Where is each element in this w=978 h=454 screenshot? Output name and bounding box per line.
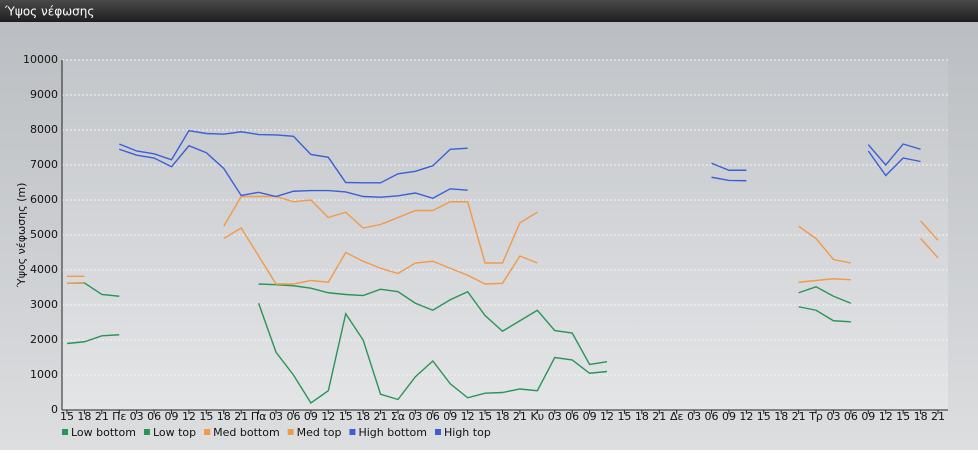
chart-title: Ύψος νέφωσης <box>4 5 94 19</box>
legend-label: Med bottom <box>213 426 280 439</box>
x-tick-label: 06 <box>844 410 858 423</box>
legend-swatch <box>143 429 150 435</box>
y-tick-label: 9000 <box>30 88 58 101</box>
x-tick-label: Σα <box>391 410 405 423</box>
legend-label: High bottom <box>358 426 427 439</box>
y-tick-label: 6000 <box>30 193 58 206</box>
x-tick-label: 21 <box>374 410 388 423</box>
x-tick-label: 09 <box>861 410 875 423</box>
x-tick-label: 12 <box>461 410 475 423</box>
legend-swatch <box>435 429 441 435</box>
x-tick-label: 06 <box>286 410 300 423</box>
x-tick-label: 21 <box>95 410 109 423</box>
series-line <box>118 129 921 184</box>
x-tick-label: 21 <box>652 410 666 423</box>
x-tick-label: 15 <box>757 410 771 423</box>
legend-label: Med top <box>297 426 342 439</box>
y-axis-label: Ύψος νέφωσης (m) <box>15 183 28 289</box>
x-tick-label: 09 <box>722 410 736 423</box>
x-tick-label: Κυ <box>531 410 545 423</box>
legend-swatch <box>349 429 356 435</box>
x-tick-label: 18 <box>77 410 91 423</box>
x-tick-label: 03 <box>826 410 840 423</box>
x-tick-label: 12 <box>321 410 335 423</box>
x-tick-label: 09 <box>443 410 457 423</box>
x-tick-label: 18 <box>217 410 231 423</box>
x-tick-label: 15 <box>60 410 74 423</box>
x-tick-label: 06 <box>147 410 161 423</box>
x-tick-label: 09 <box>304 410 318 423</box>
x-tick-label: 03 <box>687 410 701 423</box>
series-line <box>67 195 939 277</box>
x-tick-label: 15 <box>478 410 492 423</box>
x-tick-label: Τρ <box>808 410 823 423</box>
y-tick-label: 1000 <box>30 368 58 381</box>
x-tick-label: 09 <box>165 410 179 423</box>
title-bar <box>0 0 978 22</box>
x-tick-label: 21 <box>792 410 806 423</box>
x-tick-label: 21 <box>234 410 248 423</box>
x-tick-label: 15 <box>339 410 353 423</box>
x-tick-label: 15 <box>896 410 910 423</box>
x-tick-label: 18 <box>914 410 928 423</box>
legend-label: Low top <box>153 426 196 439</box>
x-tick-label: 06 <box>705 410 719 423</box>
x-tick-label: 12 <box>182 410 196 423</box>
x-tick-label: 21 <box>513 410 527 423</box>
legend-label: High top <box>444 426 491 439</box>
x-tick-label: Δε <box>670 410 684 423</box>
x-tick-label: 18 <box>635 410 649 423</box>
x-tick-label: 12 <box>600 410 614 423</box>
plot-area <box>62 60 948 410</box>
legend-swatch <box>204 429 211 435</box>
x-tick-label: 03 <box>130 410 144 423</box>
y-tick-label: 7000 <box>30 158 58 171</box>
legend-swatch <box>62 429 68 435</box>
x-tick-label: 18 <box>496 410 510 423</box>
x-tick-label: 03 <box>408 410 422 423</box>
y-tick-label: 5000 <box>30 228 58 241</box>
x-tick-label: 15 <box>199 410 213 423</box>
x-tick-label: 12 <box>739 410 753 423</box>
legend-label: Low bottom <box>71 426 136 439</box>
x-tick-label: 21 <box>931 410 945 423</box>
x-tick-label: 06 <box>565 410 579 423</box>
x-tick-label: Πα <box>251 410 267 423</box>
series-line <box>66 303 851 404</box>
x-tick-label: Πε <box>112 410 126 423</box>
y-tick-label: 8000 <box>30 123 58 136</box>
y-tick-label: 0 <box>51 403 58 416</box>
x-tick-label: 18 <box>356 410 370 423</box>
y-tick-label: 2000 <box>30 333 58 346</box>
x-tick-label: 12 <box>879 410 893 423</box>
x-tick-label: 03 <box>548 410 562 423</box>
x-tick-label: 06 <box>426 410 440 423</box>
series-line <box>119 144 921 200</box>
y-tick-label: 10000 <box>23 53 58 66</box>
legend-swatch <box>287 429 294 435</box>
series-line <box>67 227 939 285</box>
y-tick-label: 4000 <box>30 263 58 276</box>
x-tick-label: 09 <box>583 410 597 423</box>
y-tick-label: 3000 <box>30 298 58 311</box>
x-tick-label: 18 <box>774 410 788 423</box>
x-tick-label: 15 <box>617 410 631 423</box>
x-tick-label: 03 <box>269 410 283 423</box>
